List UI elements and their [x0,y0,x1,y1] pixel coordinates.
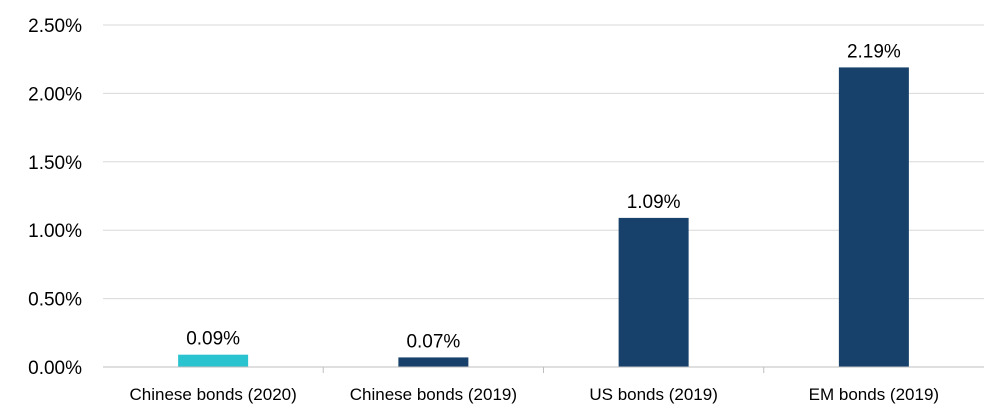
bar [839,67,909,367]
y-tick-label: 1.50% [28,153,82,174]
y-tick-label: 0.50% [28,290,82,311]
x-category-label: EM bonds (2019) [809,385,939,404]
y-tick-label: 2.50% [28,16,82,37]
bar [398,357,468,367]
x-axis-category-labels: Chinese bonds (2020) Chinese bonds (2019)… [129,367,939,404]
y-tick-label: 1.00% [28,221,82,242]
y-axis-tick-labels: 0.00% 0.50% 1.00% 1.50% 2.00% 2.50% [28,16,82,379]
data-label: 0.07% [406,331,460,352]
bars [178,67,909,367]
y-tick-label: 2.00% [28,84,82,105]
x-category-label: US bonds (2019) [589,385,718,404]
bar [619,218,689,367]
x-category-label: Chinese bonds (2019) [350,385,517,404]
x-category-label: Chinese bonds (2020) [129,385,296,404]
data-label: 1.09% [627,192,681,213]
data-label: 0.09% [186,329,240,350]
data-label: 2.19% [847,41,901,62]
data-labels: 0.09% 0.07% 1.09% 2.19% [186,41,901,352]
y-tick-label: 0.00% [28,358,82,379]
bar [178,355,248,367]
